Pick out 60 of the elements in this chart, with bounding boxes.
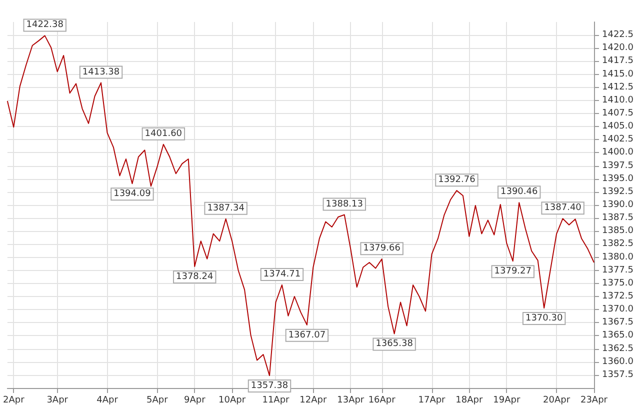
annotation: 1374.71 (263, 269, 301, 280)
y-tick-label: 1357.5 (602, 370, 634, 380)
annotation: 1365.38 (376, 339, 414, 350)
x-tick-label: 17Apr (418, 396, 446, 406)
annotation: 1378.24 (176, 272, 214, 282)
annotation: 1387.34 (207, 203, 245, 214)
y-tick-label: 1382.5 (602, 239, 634, 250)
y-tick-label: 1380.0 (602, 252, 634, 262)
y-tick-label: 1370.0 (602, 304, 634, 315)
x-tick-label: 3Apr (46, 396, 68, 406)
y-tick-label: 1385.0 (602, 226, 634, 236)
annotation: 1370.30 (525, 314, 563, 324)
x-tick-label: 2Apr (3, 396, 25, 406)
annotation: 1367.07 (288, 330, 326, 340)
annotation: 1422.38 (26, 20, 64, 30)
y-tick-label: 1412.5 (602, 82, 634, 92)
annotation: 1379.27 (494, 266, 532, 277)
x-tick-label: 5Apr (146, 396, 168, 406)
y-tick-label: 1367.5 (602, 318, 634, 328)
y-tick-label: 1365.0 (602, 330, 634, 341)
annotation: 1388.13 (326, 199, 363, 210)
x-tick-label: 19Apr (493, 396, 520, 406)
x-tick-label: 16Apr (368, 396, 396, 406)
annotation: 1390.46 (500, 187, 538, 198)
annotation: 1392.76 (438, 175, 476, 186)
y-tick-label: 1395.0 (602, 174, 634, 184)
x-tick-label: 4Apr (96, 396, 118, 406)
y-tick-label: 1420.0 (602, 43, 634, 54)
y-tick-label: 1400.0 (602, 148, 634, 158)
annotation: 1357.38 (250, 381, 288, 392)
annotation: 1413.38 (82, 67, 120, 78)
y-tick-label: 1410.0 (602, 95, 634, 106)
x-tick-label: 18Apr (456, 396, 483, 406)
y-tick-label: 1407.5 (602, 108, 634, 118)
x-tick-label: 9Apr (184, 396, 206, 406)
y-tick-label: 1417.5 (602, 56, 634, 66)
annotation: 1379.66 (363, 244, 401, 254)
y-tick-label: 1377.5 (602, 265, 634, 276)
y-tick-label: 1375.0 (602, 278, 634, 288)
y-tick-label: 1402.5 (602, 134, 634, 145)
x-tick-label: 11Apr (262, 396, 290, 406)
y-tick-label: 1390.0 (602, 200, 634, 210)
y-tick-label: 1405.0 (602, 122, 634, 132)
line-series (6, 35, 594, 376)
y-tick-label: 1387.5 (602, 213, 634, 224)
y-tick-label: 1397.5 (602, 160, 634, 171)
y-tick-label: 1362.5 (602, 344, 634, 354)
x-tick-label: 20Apr (543, 396, 570, 406)
annotation: 1401.60 (144, 128, 182, 139)
x-tick-label: 10Apr (218, 396, 246, 406)
x-tick-label: 12Apr (300, 396, 327, 406)
annotation: 1394.09 (114, 189, 152, 200)
y-tick-label: 1360.0 (602, 356, 634, 367)
y-tick-label: 1372.5 (602, 292, 634, 302)
y-tick-label: 1415.0 (602, 69, 634, 80)
y-tick-label: 1392.5 (602, 186, 634, 197)
x-tick-label: 23Apr (580, 396, 608, 406)
x-tick-label: 13Apr (337, 396, 364, 406)
y-tick-label: 1422.5 (602, 30, 634, 40)
annotation: 1387.40 (544, 203, 582, 214)
